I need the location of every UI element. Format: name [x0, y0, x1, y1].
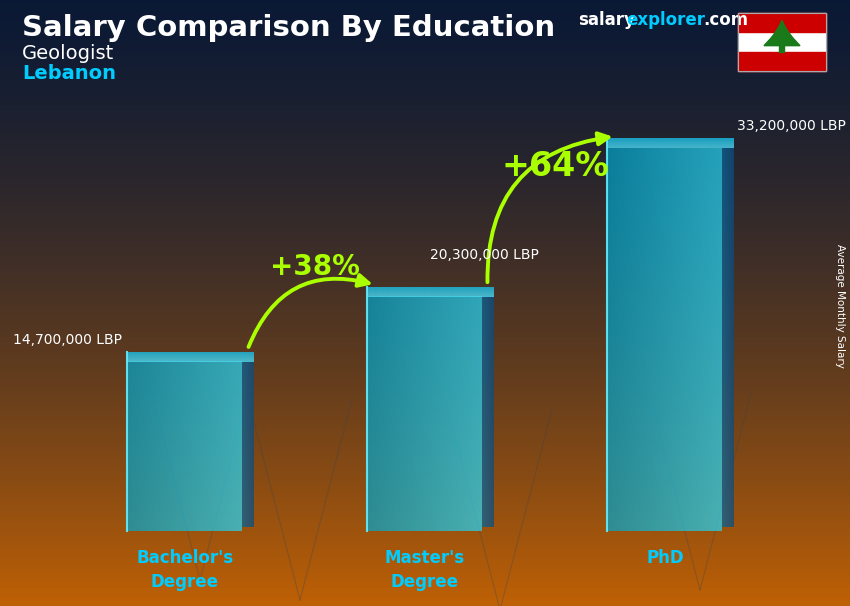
Text: PhD: PhD: [646, 549, 683, 567]
Text: Salary Comparison By Education: Salary Comparison By Education: [22, 14, 555, 42]
Text: Geologist: Geologist: [22, 44, 114, 63]
Bar: [779, 44, 785, 52]
Bar: [738, 13, 826, 32]
Text: Master's
Degree: Master's Degree: [385, 549, 465, 591]
Bar: [738, 13, 826, 71]
Bar: [738, 13, 826, 71]
Polygon shape: [764, 26, 800, 45]
Text: 33,200,000 LBP: 33,200,000 LBP: [738, 119, 847, 133]
Text: explorer: explorer: [626, 11, 705, 29]
Text: Average Monthly Salary: Average Monthly Salary: [835, 244, 845, 368]
Text: +64%: +64%: [502, 150, 609, 184]
Polygon shape: [774, 21, 790, 38]
Bar: [738, 52, 826, 71]
Text: Bachelor's
Degree: Bachelor's Degree: [137, 549, 234, 591]
Text: .com: .com: [703, 11, 748, 29]
Text: salary: salary: [578, 11, 635, 29]
Text: 14,700,000 LBP: 14,700,000 LBP: [14, 333, 122, 347]
Text: Lebanon: Lebanon: [22, 64, 116, 83]
Text: 20,300,000 LBP: 20,300,000 LBP: [430, 248, 539, 262]
Polygon shape: [769, 22, 795, 42]
Text: +38%: +38%: [270, 253, 360, 281]
